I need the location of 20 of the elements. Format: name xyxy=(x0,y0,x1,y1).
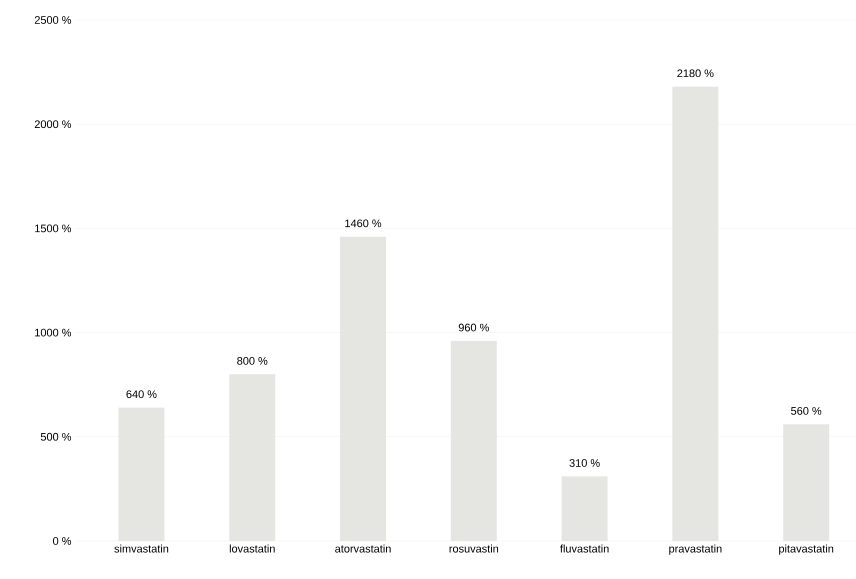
y-tick-label: 0 % xyxy=(53,537,72,545)
y-tick-label: 2000 % xyxy=(34,120,72,128)
data-label: 560 % xyxy=(791,407,822,415)
x-tick-label: lovastatin xyxy=(230,544,275,553)
y-tick-label: 2500 % xyxy=(34,16,72,24)
x-tick-label: fluvastatin xyxy=(560,544,609,553)
y-tick-label: 1500 % xyxy=(35,224,72,232)
y-tick-label: 1000 % xyxy=(35,328,72,336)
x-tick-label: rosuvastin xyxy=(450,544,498,553)
data-label: 640 % xyxy=(126,390,157,398)
data-label: 800 % xyxy=(237,357,268,365)
data-label: 2180 % xyxy=(677,69,714,78)
x-tick-label: simvastatin xyxy=(114,544,168,553)
data-label: 310 % xyxy=(569,459,600,467)
data-label: 1460 % xyxy=(345,219,382,228)
data-label: 960 % xyxy=(458,324,489,332)
y-tick-label: 500 % xyxy=(40,432,72,441)
x-tick-label: atorvastatin xyxy=(335,544,391,553)
x-tick-label: pravastatin xyxy=(669,544,722,555)
x-tick-label: pitavastatin xyxy=(779,544,834,555)
